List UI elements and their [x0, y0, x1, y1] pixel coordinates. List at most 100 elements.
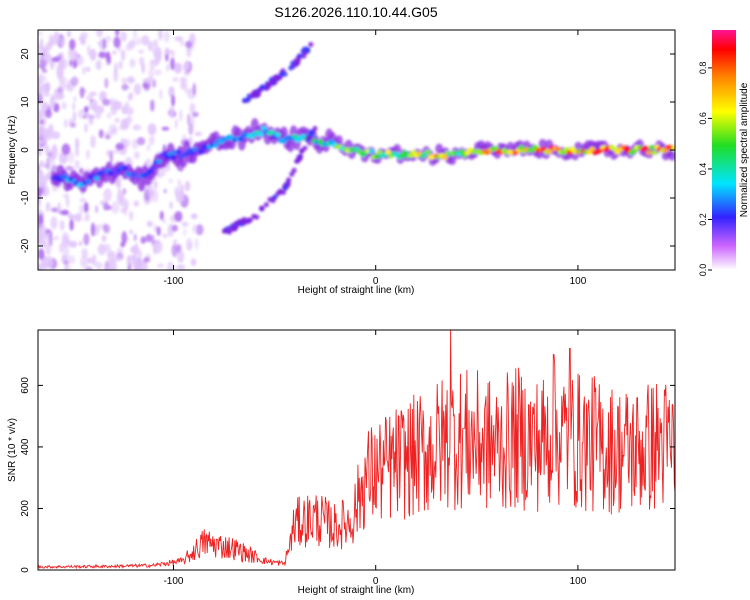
spectrogram-y-tick-label: -10: [20, 190, 31, 205]
spectrogram-noise-blob: [45, 172, 50, 181]
spectrogram-noise-blob: [41, 114, 47, 125]
spectrogram-noise-blob: [154, 180, 158, 190]
spectrogram-noise-blob: [174, 211, 183, 222]
spectrogram-noise-blob: [69, 59, 73, 67]
spectrogram-noise-blob: [85, 266, 93, 270]
spectrogram-noise-blob: [174, 118, 178, 129]
spectrogram-ridge-core: [212, 142, 219, 148]
spectrogram-noise-blob: [38, 142, 41, 156]
spectrogram-branch-blob: [302, 145, 308, 151]
spectrogram-noise-blob: [90, 135, 96, 148]
spectrogram-noise-blob: [169, 201, 173, 210]
spectrogram-ridge-core: [611, 146, 618, 152]
spectrogram-ridge-core: [373, 154, 380, 159]
spectrogram-noise-blob: [161, 126, 170, 131]
spectrogram-noise-blob: [38, 264, 42, 270]
spectrogram-noise-blob: [66, 30, 72, 38]
spectrogram-noise-blob: [140, 236, 147, 244]
colorbar-gradient: [712, 30, 736, 270]
spectrogram-noise-blob: [41, 46, 50, 54]
spectrogram-noise-blob: [51, 131, 61, 140]
snr-panel: -100 0 100 0 200 400 600 Height of straight l…: [7, 329, 676, 596]
spectrogram-noise-blob: [129, 39, 137, 45]
spectrogram-ridge-core: [424, 149, 431, 155]
spectrogram-noise-blob: [129, 58, 136, 68]
spectrogram-noise-blob: [66, 255, 76, 265]
spectrogram-branch-blob: [288, 65, 294, 71]
spectrogram-noise-blob: [128, 229, 134, 235]
spectrogram-noise-blob: [151, 234, 155, 246]
spectrogram-x-ticks: -100 0 100: [163, 30, 587, 287]
spectrogram-noise-blob: [133, 151, 140, 160]
spectrogram-noise-blob: [95, 205, 99, 214]
spectrogram-noise-blob: [74, 137, 80, 151]
snr-x-label: Height of straight line (km): [298, 585, 415, 596]
spectrogram-noise-blob: [63, 245, 70, 258]
spectrogram-noise-blob: [147, 123, 157, 136]
colorbar-tick-label: 0.4: [698, 163, 708, 176]
spectrogram-noise-blob: [128, 92, 133, 100]
snr-x-tick-label: 0: [373, 576, 379, 587]
spectrogram-noise-blob: [45, 109, 52, 119]
spectrogram-noise-blob: [191, 224, 198, 234]
spectrogram-ridge-core: [532, 145, 539, 150]
spectrogram-noise-blob: [147, 41, 154, 52]
spectrogram-noise-blob: [150, 99, 155, 112]
spectrogram-noise-blob: [63, 193, 67, 199]
spectrogram-noise-blob: [161, 233, 169, 239]
spectrogram-noise-blob: [80, 37, 86, 46]
spectrogram-ridge-halo: [286, 138, 295, 153]
spectrogram-noise-blob: [114, 117, 120, 123]
spectrogram-noise-blob: [39, 37, 44, 50]
spectrogram-noise-blob: [168, 178, 173, 184]
spectrogram-noise-blob: [189, 102, 196, 114]
spectrogram-noise-blob: [170, 57, 175, 71]
spectrogram-noise-blob: [146, 144, 151, 152]
spectrogram-noise-blob: [194, 131, 203, 136]
spectrogram-branch-blob: [232, 225, 238, 232]
spectrogram-noise-blob: [60, 37, 65, 48]
spectrogram-noise-blob: [91, 99, 98, 111]
spectrogram-noise-blob: [42, 53, 51, 62]
spectrogram-noise-blob: [159, 210, 164, 221]
spectrogram-noise-blob: [104, 77, 109, 89]
spectrogram-ridge-halo: [668, 150, 675, 161]
snr-y-ticks: 0 200 400 600: [20, 377, 675, 573]
spectrogram-noise-blob: [45, 233, 50, 239]
spectrogram-branch-blob: [282, 71, 288, 77]
spectrogram-noise-blob: [163, 189, 167, 194]
snr-y-tick-label: 0: [20, 567, 31, 573]
spectrogram-noise-blob: [133, 30, 137, 40]
spectrogram-noise-blob: [38, 223, 47, 238]
spectrogram-noise-blob: [52, 236, 60, 241]
spectrogram-branch-blob: [263, 202, 269, 208]
spectrogram-noise-blob: [50, 216, 58, 230]
spectrogram-branch-blob: [308, 129, 314, 135]
spectrogram-noise-blob: [82, 66, 86, 76]
spectrogram-noise-blob: [86, 95, 93, 101]
spectrogram-branch-blob: [264, 85, 270, 91]
spectrogram-branch-blob: [312, 125, 318, 132]
spectrogram-noise-blob: [177, 250, 185, 263]
spectrogram-noise-blob: [166, 63, 170, 72]
spectrogram-noise-blob: [158, 30, 163, 41]
snr-y-tick-label: 600: [20, 377, 31, 394]
spectrogram-y-tick-label: 0: [20, 147, 31, 153]
colorbar-tick-label: 0.0: [698, 264, 708, 277]
spectrogram-noise-blob: [45, 201, 50, 213]
spectrogram-branch-blob: [280, 189, 286, 195]
spectrogram-noise-blob: [121, 83, 129, 91]
spectrogram-noise-blob: [74, 148, 80, 157]
spectrogram-branch-blob: [251, 213, 257, 219]
spectrogram-noise-blob: [88, 115, 94, 126]
spectrogram-noise-blob: [177, 178, 181, 191]
spectrogram-noise-blob: [51, 144, 58, 158]
spectrogram-noise-blob: [85, 149, 90, 160]
spectrogram-noise-blob: [139, 260, 148, 270]
spectrogram-noise-blob: [121, 208, 125, 214]
spectrogram-noise-blob: [159, 89, 163, 100]
spectrogram-ridge-core: [93, 176, 100, 181]
spectrogram-noise-blob: [38, 72, 44, 85]
spectrogram-noise-blob: [148, 135, 155, 146]
